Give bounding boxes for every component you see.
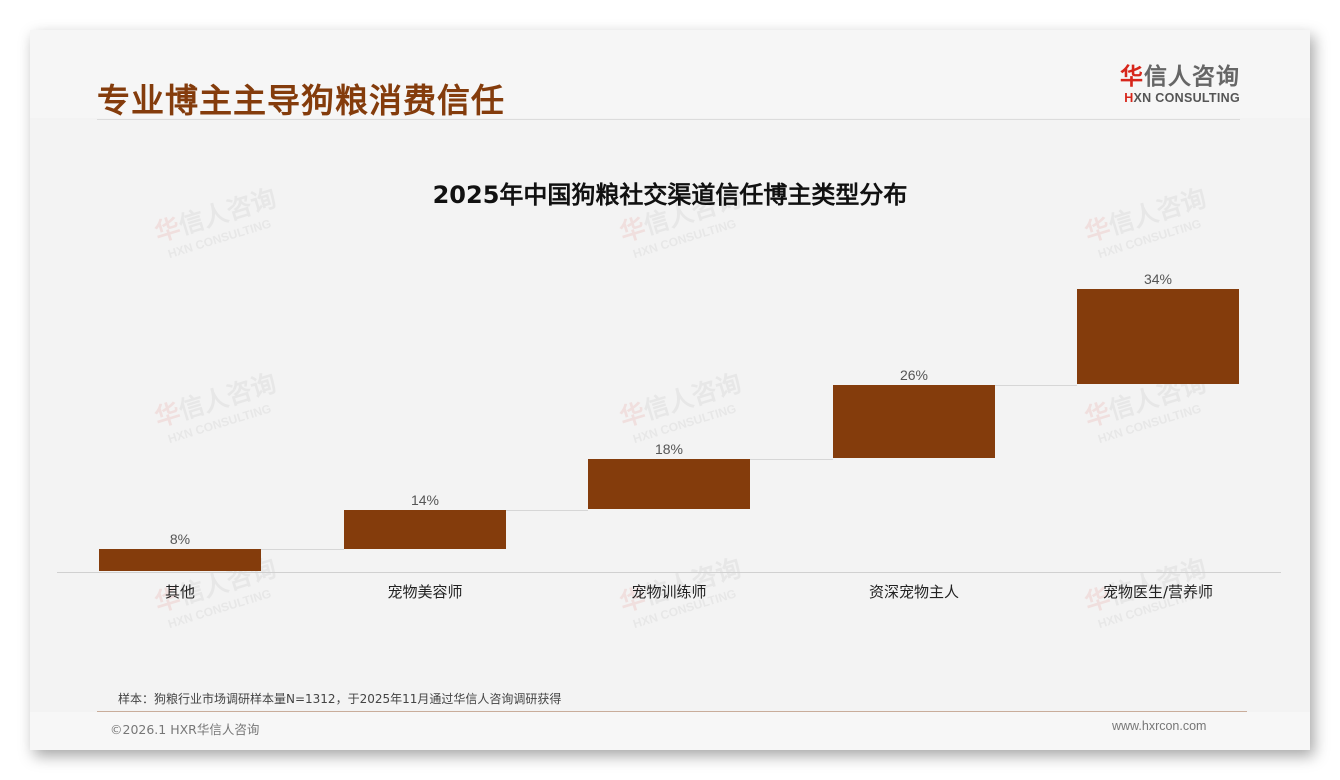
x-axis-line — [57, 572, 1281, 573]
category-label: 宠物美容师 — [387, 583, 463, 601]
bar — [344, 510, 506, 549]
page-title: 专业博主主导狗粮消费信任 — [97, 81, 505, 120]
footer-divider — [97, 711, 1247, 712]
logo-en-red: H — [1124, 91, 1134, 105]
connector-line — [506, 510, 588, 511]
slide: 专业博主主导狗粮消费信任 华信人咨询 HXN CONSULTING 华信人咨询 H… — [30, 30, 1310, 750]
value-label: 14% — [410, 492, 440, 508]
sample-note: 样本：狗粮行业市场调研样本量N=1312，于2025年11月通过华信人咨询调研获… — [118, 692, 562, 706]
logo-cn-rest: 信人咨询 — [1144, 64, 1240, 90]
logo-cn: 华信人咨询 — [1110, 64, 1240, 90]
category-label: 其他 — [164, 583, 195, 601]
connector-line — [261, 549, 344, 550]
connector-line — [995, 385, 1077, 386]
logo-cn-red: 华 — [1120, 64, 1144, 90]
company-logo: 华信人咨询 HXN CONSULTING — [1110, 64, 1240, 106]
bar — [99, 549, 261, 571]
value-label: 26% — [899, 367, 929, 383]
value-label: 8% — [169, 531, 191, 547]
bar — [833, 385, 995, 458]
chart-title: 2025年中国狗粮社交渠道信任博主类型分布 — [432, 181, 908, 209]
copyright: ©2026.1 HXR华信人咨询 — [110, 722, 260, 737]
category-label: 宠物训练师 — [631, 583, 707, 601]
category-label: 宠物医生/营养师 — [1102, 583, 1214, 601]
value-label: 34% — [1143, 271, 1173, 287]
category-label: 资深宠物主人 — [868, 583, 959, 601]
bar — [1077, 289, 1239, 384]
bar — [588, 459, 750, 509]
header-divider — [97, 119, 1240, 120]
header-strip — [30, 30, 1310, 118]
connector-line — [750, 459, 833, 460]
value-label: 18% — [654, 441, 684, 457]
logo-en: HXN CONSULTING — [1110, 90, 1240, 106]
logo-en-rest: XN CONSULTING — [1133, 91, 1240, 105]
waterfall-chart: 8% 其他 14% 宠物美容师 18% 宠物训练师 26% 资深宠物主人 34% 宠物医生/营养师 — [30, 30, 1310, 750]
website-link: www.hxrcon.com — [1112, 719, 1207, 733]
footer-strip — [30, 712, 1310, 750]
